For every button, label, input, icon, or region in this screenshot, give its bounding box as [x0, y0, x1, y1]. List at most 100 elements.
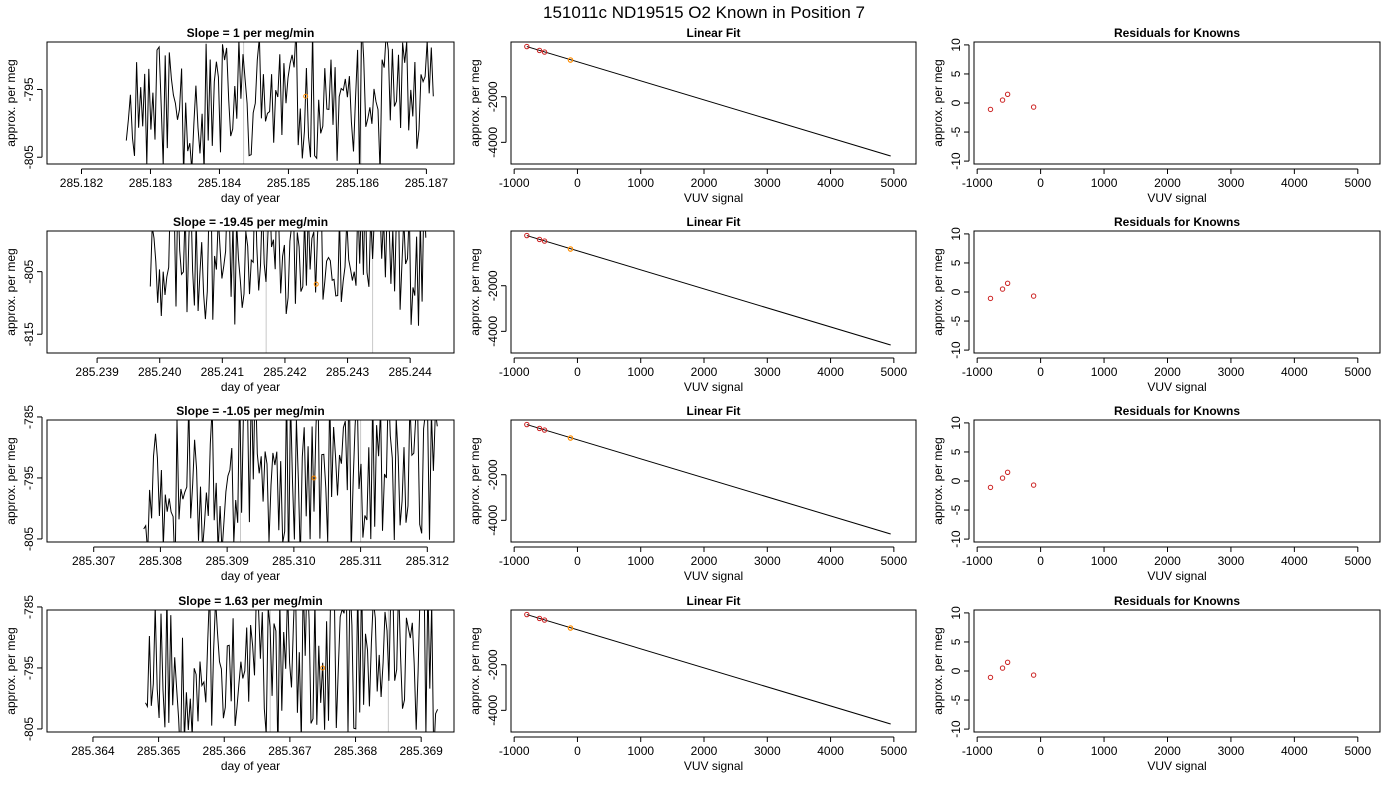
- x-tick-label: -1000: [499, 365, 530, 379]
- y-tick-label: -5: [949, 315, 963, 326]
- sample-marker: [303, 93, 309, 99]
- y-axis-label: approx. per meg: [4, 248, 18, 335]
- x-tick-label: 285.307: [72, 554, 116, 568]
- x-tick-label: 0: [574, 176, 581, 190]
- panel-r3-c1: Slope = -1.05 per meg/min 285.307 285.308 2…: [4, 404, 455, 583]
- x-tick-label: 0: [1037, 365, 1044, 379]
- y-tick-label: 0: [949, 288, 963, 295]
- fit-line: [526, 614, 891, 725]
- panel-title: Slope = -1.05 per meg/min: [176, 404, 324, 418]
- panel-r2-c1: Slope = -19.45 per meg/min 285.239 285.240…: [4, 215, 455, 394]
- panel-title: Slope = 1.63 per meg/min: [178, 594, 322, 608]
- plot-frame: [973, 41, 1381, 165]
- x-tick-label: 2000: [691, 365, 718, 379]
- plot-frame: [46, 230, 455, 354]
- residual-point: [987, 106, 994, 113]
- x-tick-label: 5000: [1344, 554, 1371, 568]
- residual-point: [1004, 280, 1011, 286]
- signal-trace: [149, 231, 427, 326]
- x-axis-label: day of year: [221, 569, 280, 583]
- x-tick-label: -1000: [962, 365, 993, 379]
- y-axis-label: approx. per meg: [468, 437, 482, 524]
- x-tick-label: -1000: [499, 554, 530, 568]
- plot-frame: [46, 41, 455, 165]
- x-tick-label: 2000: [1154, 744, 1181, 758]
- residual-point: [1004, 91, 1011, 97]
- plot-frame: [510, 419, 917, 543]
- x-tick-label: 4000: [1281, 176, 1308, 190]
- x-tick-label: 1000: [1091, 365, 1118, 379]
- y-tick-label: -2000: [486, 81, 500, 112]
- x-tick-label: 285.185: [267, 176, 311, 190]
- residual-point: [987, 484, 994, 491]
- x-tick-label: 3000: [754, 365, 781, 379]
- x-tick-label: 3000: [1218, 554, 1245, 568]
- y-axis-label: approx. per meg: [4, 59, 18, 146]
- x-tick-label: 2000: [691, 744, 718, 758]
- residual-point: [1004, 659, 1011, 665]
- x-tick-label: 285.368: [334, 744, 378, 758]
- y-tick-label: -795: [22, 656, 36, 680]
- panel-r4-c1: Slope = 1.63 per meg/min 285.364 285.365 28…: [4, 594, 455, 773]
- known-point: [524, 232, 530, 239]
- sample-point: [567, 625, 574, 631]
- known-point: [536, 425, 543, 432]
- x-tick-label: 285.308: [139, 554, 183, 568]
- residual-point: [999, 286, 1006, 292]
- figure-title: 151011c ND19515 O2 Known in Position 7: [543, 3, 865, 22]
- panel-title: Linear Fit: [686, 594, 740, 608]
- y-axis-label: approx. per meg: [931, 627, 945, 714]
- plot-frame: [510, 41, 917, 165]
- plot-frame: [973, 230, 1381, 354]
- y-axis-label: approx. per meg: [931, 59, 945, 146]
- sample-point: [567, 435, 574, 441]
- y-tick-label: 0: [949, 99, 963, 106]
- x-tick-label: 285.187: [405, 176, 449, 190]
- y-tick-label: -805: [22, 717, 36, 741]
- x-axis-label: VUV signal: [684, 759, 743, 773]
- y-tick-label: -5: [949, 126, 963, 137]
- y-tick-label: 5: [949, 448, 963, 455]
- residual-point: [987, 295, 994, 302]
- x-tick-label: 2000: [1154, 365, 1181, 379]
- y-axis-label: approx. per meg: [931, 437, 945, 524]
- signal-trace: [125, 42, 434, 164]
- y-tick-label: -2000: [486, 649, 500, 680]
- panel-title: Linear Fit: [686, 26, 740, 40]
- x-tick-label: 2000: [691, 554, 718, 568]
- x-axis-label: VUV signal: [684, 569, 743, 583]
- x-tick-label: 4000: [1281, 554, 1308, 568]
- plot-frame: [973, 609, 1381, 733]
- known-point: [536, 47, 543, 54]
- x-tick-label: 285.364: [71, 744, 115, 758]
- x-tick-label: 1000: [627, 365, 654, 379]
- x-tick-label: -1000: [499, 744, 530, 758]
- y-tick-label: 5: [949, 638, 963, 645]
- panel-title: Residuals for Knowns: [1114, 215, 1240, 229]
- y-axis-label: approx. per meg: [931, 248, 945, 335]
- sample-point: [567, 57, 574, 63]
- x-tick-label: 5000: [1344, 744, 1371, 758]
- known-point: [541, 238, 548, 244]
- y-tick-label: -795: [22, 466, 36, 490]
- x-tick-label: 285.369: [399, 744, 443, 758]
- x-tick-label: 2000: [691, 176, 718, 190]
- plot-area: [143, 420, 438, 542]
- fit-line: [526, 46, 891, 157]
- x-tick-label: 4000: [1281, 365, 1308, 379]
- known-point: [541, 427, 548, 433]
- x-tick-label: 285.239: [75, 365, 119, 379]
- y-tick-label: -805: [22, 259, 36, 283]
- x-tick-label: 4000: [817, 365, 844, 379]
- x-tick-label: 5000: [1344, 176, 1371, 190]
- x-tick-label: 285.310: [272, 554, 316, 568]
- y-axis-label: approx. per meg: [468, 248, 482, 335]
- plot-frame: [510, 230, 917, 354]
- known-point: [541, 49, 548, 55]
- x-tick-label: -1000: [962, 176, 993, 190]
- x-tick-label: 2000: [1154, 554, 1181, 568]
- x-tick-label: 0: [574, 365, 581, 379]
- sample-marker: [313, 281, 319, 287]
- known-point: [536, 236, 543, 243]
- y-tick-label: -4000: [486, 695, 500, 726]
